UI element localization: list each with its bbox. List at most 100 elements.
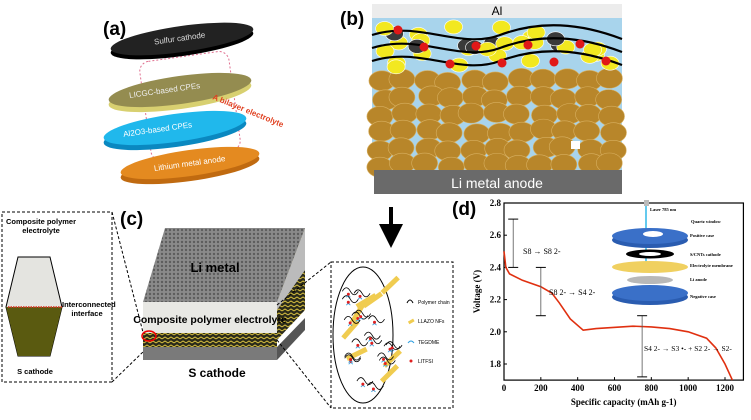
litfsi xyxy=(390,346,394,350)
litfsi xyxy=(356,343,360,347)
li-ion xyxy=(419,42,429,52)
polymer-chain xyxy=(344,354,362,363)
y-tick-label: 2.4 xyxy=(490,262,502,272)
polymer-chain xyxy=(341,295,359,304)
li-ion xyxy=(445,59,455,69)
llazo-nanofiber xyxy=(345,346,368,361)
cathode-particle xyxy=(596,67,623,89)
polymer-chain xyxy=(353,289,371,298)
cathode-particle xyxy=(503,103,530,125)
x-tick-label: 1200 xyxy=(716,383,735,393)
tegdme xyxy=(348,360,353,363)
polymer-chain xyxy=(356,377,374,385)
layer-al2o3-cpe: Al2O3-based CPEs xyxy=(103,110,247,151)
cathode-particle xyxy=(529,68,557,90)
litfsi xyxy=(349,358,353,362)
interface-highlight xyxy=(141,330,157,342)
li-ion xyxy=(393,25,403,35)
x-tick-label: 200 xyxy=(534,383,548,393)
svg-text:Electrolyte membrane: Electrolyte membrane xyxy=(690,263,733,268)
llazo-nanofiber xyxy=(341,319,360,340)
litfsi xyxy=(361,382,365,386)
li-metal-layer xyxy=(143,228,305,302)
panel-b-label: (b) xyxy=(340,9,364,30)
sulfur-particle xyxy=(386,59,406,75)
litfsi xyxy=(359,315,363,319)
interface-inset: S cathode xyxy=(1,211,113,383)
litfsi xyxy=(373,320,377,324)
svg-text:Quartz window: Quartz window xyxy=(691,219,722,224)
polymer-chain xyxy=(364,331,381,340)
li-ion xyxy=(601,56,611,66)
voltage-chart: 0 200 400 600 800 1000 1200 1.8 2.0 2.2 2.4 2.6 2.8 S… xyxy=(472,198,745,407)
li-anode-label: Li metal anode xyxy=(451,175,543,191)
li-ion xyxy=(471,41,481,51)
layer-lithium-anode: Lithium metal anode xyxy=(120,146,260,185)
battery-block: Li metal Composite polymer electrolyte S… xyxy=(133,228,305,380)
cathode-particle xyxy=(506,85,533,107)
cathode-particle xyxy=(481,71,509,93)
tegdme xyxy=(381,360,386,363)
litfsi xyxy=(382,357,386,361)
llazo-nanofiber xyxy=(362,291,384,309)
cathode-particle xyxy=(435,122,463,144)
svg-text:Positive case: Positive case xyxy=(690,233,714,238)
litfsi xyxy=(358,294,362,298)
x-tick-label: 1000 xyxy=(679,383,698,393)
polymer-chain xyxy=(365,336,383,345)
litfsi-icon xyxy=(409,359,413,363)
polymer-chain xyxy=(368,315,385,324)
cathode-particle xyxy=(573,120,601,142)
li-ion xyxy=(523,40,533,50)
sulfur-particle xyxy=(444,19,463,35)
microstructure-inset: Polymer chain LLAZO NFs TEGDME LITFSI xyxy=(330,261,454,409)
annotation-s8-s4: S8 2- → S4 2- xyxy=(549,288,596,297)
li-ion xyxy=(549,57,559,67)
llazo-nanofiber xyxy=(380,275,400,295)
annotation-s4-s2: S4 2- → S3 •- + S2 2- → S2- xyxy=(644,344,732,353)
polymer-chain xyxy=(344,352,361,361)
polymer-chain xyxy=(385,341,403,349)
litfsi xyxy=(348,321,352,325)
panel-a: (a) Sulfur cathode LICGC-based CPEs Al2O… xyxy=(103,19,285,185)
cathode-particle xyxy=(437,87,464,109)
svg-text:LLAZO NFs: LLAZO NFs xyxy=(418,319,445,325)
polymer-chain xyxy=(371,24,623,41)
llazo-nf-icon xyxy=(407,318,415,325)
tegdme xyxy=(382,364,388,367)
svg-text:Li metal: Li metal xyxy=(190,260,239,275)
panel-d-label: (d) xyxy=(452,199,476,220)
polymer-chain xyxy=(367,382,384,390)
litfsi xyxy=(368,337,372,341)
cathode-particle xyxy=(389,119,417,141)
svg-text:Negative case: Negative case xyxy=(690,294,716,299)
polymer-chain-icon xyxy=(406,299,414,304)
tegdme-icon xyxy=(407,340,415,344)
svg-text:S/CNTs cathode: S/CNTs cathode xyxy=(690,252,721,257)
s-cathode-layer xyxy=(143,333,277,347)
cpe-layer xyxy=(143,302,277,333)
y-tick-label: 1.8 xyxy=(490,359,502,369)
legend: Polymer chain LLAZO NFs TEGDME LITFSI xyxy=(406,299,450,365)
particles xyxy=(366,19,627,178)
li-ion xyxy=(575,39,585,49)
y-tick-label: 2.2 xyxy=(490,295,502,305)
inset-interface-label: Interconnected interface xyxy=(62,300,116,318)
litfsi xyxy=(346,300,350,304)
cathode-particle xyxy=(457,102,485,124)
svg-text:LITFSI: LITFSI xyxy=(418,359,433,365)
void xyxy=(571,141,580,149)
polymer-chain xyxy=(351,338,369,347)
panel-c: (c) S cathode Li metal Composite polymer… xyxy=(1,207,454,409)
cell-inset: Laser 785 nm Quartz window Positive case… xyxy=(612,200,733,305)
cathode-particle xyxy=(600,122,627,143)
al-label: Al xyxy=(492,4,503,18)
y-axis-label: Voltage (V) xyxy=(472,270,482,313)
li-ion xyxy=(497,58,507,68)
polymer-chain xyxy=(342,287,359,296)
plot-frame xyxy=(503,202,745,381)
svg-text:Polymer chain: Polymer chain xyxy=(418,300,450,306)
annotation-s8: S8 → S8 2- xyxy=(523,247,561,256)
